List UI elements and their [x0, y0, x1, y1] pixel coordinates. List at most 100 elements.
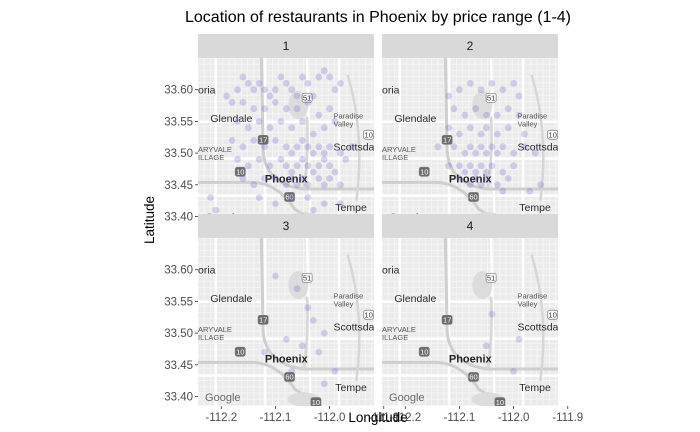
highway-shield: [547, 309, 558, 320]
map-freeway: [198, 360, 323, 406]
x-tick-label: -112.0: [498, 412, 530, 424]
restaurant-point: [239, 99, 247, 106]
highway-number: 51: [303, 94, 311, 103]
y-tick-label: 33.60: [164, 85, 193, 97]
y-tick-label: 33.40: [164, 211, 193, 223]
restaurant-point: [234, 118, 241, 125]
restaurant-point: [466, 143, 474, 151]
restaurant-point: [261, 86, 268, 94]
restaurant-point: [255, 194, 263, 201]
highway-number: 10: [236, 348, 244, 357]
restaurant-point: [288, 86, 296, 94]
restaurant-point: [282, 162, 290, 170]
restaurant-point: [466, 80, 474, 87]
map-place-label: Glendale: [210, 293, 252, 305]
map-place-label: ILLAGE: [198, 333, 224, 342]
restaurant-point: [461, 111, 469, 119]
x-tick-label: -112.1: [260, 412, 292, 424]
highway-shield: [257, 314, 269, 325]
restaurant-point: [477, 130, 485, 138]
highway-shield: [363, 129, 374, 140]
highway-shield: [485, 92, 497, 103]
restaurant-point: [515, 111, 523, 119]
facet-panel-1: 1511710106010oriaGlendaleParadiseValleyS…: [198, 34, 374, 226]
restaurant-point: [483, 168, 490, 176]
restaurant-point: [488, 162, 496, 170]
google-logo: Google: [389, 392, 424, 404]
restaurant-point: [320, 329, 328, 337]
restaurant-point: [456, 162, 463, 170]
restaurant-point: [510, 162, 517, 170]
google-logo: Google: [205, 392, 240, 404]
restaurant-point: [272, 137, 279, 144]
restaurant-point: [288, 367, 296, 375]
restaurant-point: [326, 73, 333, 81]
map-place-label: Phoenix: [265, 173, 309, 185]
restaurant-point: [320, 200, 328, 208]
restaurant-point: [326, 105, 333, 113]
highway-shield: [301, 272, 313, 283]
highway-number: 10: [365, 311, 373, 320]
facet-panel-2: 2511710106010oriaGlendaleParadiseValleyS…: [382, 34, 561, 226]
restaurant-point: [483, 124, 490, 132]
facet-strip: [198, 34, 374, 58]
highway-number: 10: [420, 168, 428, 177]
restaurant-point: [309, 92, 317, 100]
restaurant-point: [250, 86, 258, 94]
x-tick-label: -112.2: [205, 412, 237, 424]
facet-points: [434, 80, 545, 195]
map-place-label: Scottsdal: [518, 321, 561, 333]
restaurant-point: [347, 143, 355, 151]
highway-shield: [363, 309, 374, 320]
highway-shield: [418, 166, 430, 177]
restaurant-point: [461, 168, 469, 176]
restaurant-point: [304, 99, 312, 106]
restaurant-point: [320, 124, 328, 132]
restaurant-point: [315, 111, 323, 119]
map-freeway: [382, 180, 507, 226]
restaurant-point: [282, 80, 290, 87]
y-tick-label: 33.50: [164, 148, 193, 160]
map-freeway: [486, 296, 493, 370]
restaurant-point: [466, 181, 474, 189]
highway-shield: [441, 134, 453, 145]
restaurant-point: [261, 105, 268, 113]
restaurant-point: [320, 181, 328, 189]
restaurant-point: [320, 380, 328, 388]
restaurant-point: [331, 86, 339, 94]
restaurant-point: [456, 130, 463, 138]
x-tick-label: -111.9: [552, 412, 583, 424]
y-tick-label: 33.55: [164, 296, 193, 308]
highway-shield: [234, 346, 246, 357]
highway-shield: [485, 272, 497, 283]
map-place-label: oria: [382, 264, 400, 276]
restaurant-point: [250, 181, 258, 189]
restaurant-point: [483, 342, 490, 350]
restaurant-point: [483, 111, 490, 119]
map-road: [306, 238, 312, 406]
restaurant-point: [288, 194, 296, 201]
restaurant-point: [282, 105, 290, 113]
highway-shield: [418, 346, 430, 357]
restaurant-point: [472, 175, 480, 182]
restaurant-point: [304, 194, 312, 201]
restaurant-point: [466, 162, 474, 170]
highway-shield: [257, 134, 269, 145]
x-tick-label: -112.0: [314, 412, 346, 424]
map-place-label: Glendale: [394, 293, 436, 305]
x-axis: -112.2 -112.1 -112.0 -111.9-112.2 -112.1 -112…: [205, 406, 583, 424]
restaurant-point: [499, 187, 507, 195]
facet-points: [207, 67, 355, 220]
restaurant-point: [261, 175, 268, 182]
map-place-label: ARYVALE: [382, 325, 416, 334]
highway-shield: [284, 372, 295, 382]
map-place-label: Scottsdal: [518, 141, 561, 153]
restaurant-point: [337, 200, 344, 208]
restaurant-point: [266, 162, 274, 170]
map-place-label: ARYVALE: [198, 145, 232, 154]
highway-number: 10: [549, 131, 557, 140]
restaurant-point: [531, 149, 539, 157]
restaurant-point: [337, 181, 344, 189]
highway-shield: [468, 372, 479, 382]
